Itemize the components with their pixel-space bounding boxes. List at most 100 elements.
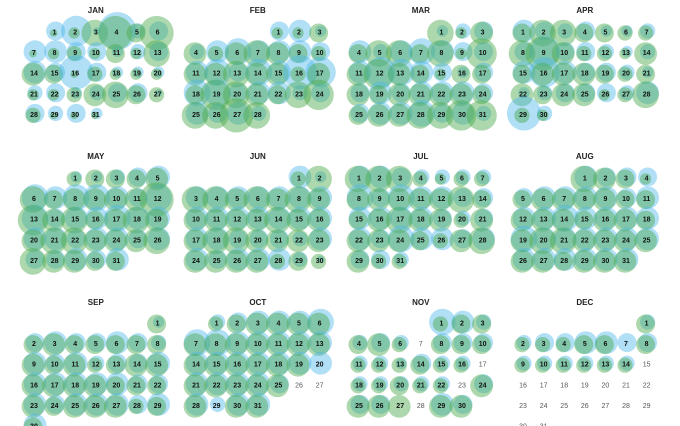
bubble-series-a: [208, 103, 228, 123]
bubble-series-a: [91, 107, 103, 120]
bubble-series-b: [408, 188, 432, 212]
day-label: 26: [376, 403, 384, 410]
day-label: 24: [622, 237, 630, 244]
bubble-series-b: [412, 171, 428, 187]
bubble-series-b: [245, 229, 269, 253]
bubble-series-a: [596, 62, 616, 82]
bubble-series-b: [367, 208, 390, 232]
bubble-series-a: [352, 376, 368, 392]
day-label: 11: [133, 196, 141, 203]
bubble-series-b: [105, 376, 125, 396]
day-label: 10: [92, 50, 100, 57]
day-label: 20: [254, 237, 262, 244]
day-label: 11: [213, 217, 221, 224]
bubble-series-a: [64, 372, 88, 396]
bubble-series-a: [474, 333, 494, 353]
bubble-series-a: [83, 184, 111, 211]
bubble-series-b: [85, 210, 105, 230]
day-label: 9: [521, 362, 525, 369]
bubble-series-b: [307, 208, 330, 232]
bubble-series-a: [66, 229, 86, 249]
bubble-series-b: [615, 190, 635, 210]
bubble-series-a: [453, 229, 473, 249]
bubble-series-a: [128, 374, 148, 394]
bubble-series-a: [395, 357, 407, 369]
day-label: 12: [92, 362, 100, 369]
day-label: 6: [624, 30, 628, 37]
bubble-series-a: [247, 351, 271, 375]
bubble-series-a: [451, 102, 475, 125]
month-title: MAY: [87, 152, 105, 161]
bubble-series-b: [147, 335, 167, 355]
bubble-series-b: [455, 47, 467, 60]
day-label: 8: [156, 341, 160, 348]
day-label: 24: [396, 237, 404, 244]
bubble-layer: [514, 314, 658, 373]
bubble-series-a: [574, 206, 598, 230]
day-label: 1: [439, 321, 443, 328]
bubble-series-b: [21, 395, 45, 418]
day-label: 7: [194, 341, 198, 348]
bubble-series-a: [393, 251, 409, 267]
day-label: 23: [316, 237, 324, 244]
bubble-series-b: [346, 395, 370, 418]
day-label: 9: [297, 50, 301, 57]
day-label: 21: [133, 382, 141, 389]
bubble-series-b: [555, 357, 571, 373]
day-label: 18: [275, 362, 283, 369]
bubble-series-b: [21, 229, 45, 253]
bubble-series-a: [288, 165, 312, 189]
bubble-series-b: [472, 85, 492, 105]
day-label: 5: [603, 30, 607, 37]
bubble-series-b: [449, 229, 473, 253]
day-label: 14: [560, 217, 568, 224]
bubble-series-b: [430, 335, 450, 355]
bubble-series-b: [290, 171, 306, 187]
bubble-series-a: [621, 45, 633, 58]
day-label: 23: [519, 403, 527, 410]
bubble-series-a: [598, 44, 615, 60]
bubble-series-a: [46, 249, 66, 269]
day-label: 14: [643, 50, 651, 57]
bubble-series-a: [640, 23, 656, 39]
bubble-series-b: [365, 40, 392, 67]
bubble-series-b: [139, 15, 174, 51]
bubble-series-a: [152, 66, 165, 78]
day-label: 13: [540, 217, 548, 224]
bubble-layer: [346, 19, 497, 131]
bubble-series-a: [537, 85, 553, 101]
bubble-series-a: [268, 248, 291, 271]
bubble-series-b: [387, 83, 411, 107]
day-label: 24: [479, 382, 487, 389]
bubble-series-b: [617, 87, 633, 103]
bubble-series-a: [574, 227, 598, 251]
day-label: 26: [154, 237, 162, 244]
bubble-series-b: [85, 251, 105, 271]
bubble-series-a: [25, 249, 45, 269]
bubble-series-a: [472, 227, 495, 251]
bubble-series-a: [106, 372, 129, 396]
day-label: 14: [51, 217, 59, 224]
bubble-series-b: [574, 210, 594, 230]
bubble-series-a: [128, 188, 148, 208]
bubble-series-a: [455, 355, 471, 371]
bubble-series-b: [109, 68, 122, 80]
bubble-series-b: [385, 40, 413, 67]
day-label: 22: [213, 382, 221, 389]
day-label: 13: [254, 217, 262, 224]
bubble-series-b: [432, 316, 448, 332]
bubble-series-b: [98, 15, 133, 51]
bubble-series-a: [128, 167, 148, 187]
bubble-series-a: [455, 23, 471, 39]
bubble-series-a: [64, 206, 88, 230]
day-label: 18: [71, 382, 79, 389]
bubble-series-b: [510, 83, 534, 107]
bubble-series-b: [303, 79, 334, 111]
bubble-layer: [344, 165, 495, 273]
bubble-series-a: [70, 87, 82, 99]
day-label: 29: [438, 112, 446, 119]
day-label: 27: [233, 112, 241, 119]
bubble-series-b: [346, 250, 370, 273]
day-label: 10: [51, 362, 59, 369]
